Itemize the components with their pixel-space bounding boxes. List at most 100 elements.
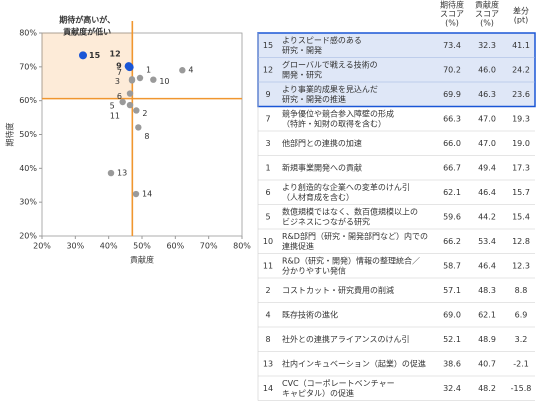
row-label: 開発・研究 xyxy=(282,69,322,79)
table-header: 期待度 xyxy=(440,0,464,10)
table-header: (%) xyxy=(445,19,459,28)
cell-expect: 57.1 xyxy=(443,286,461,295)
point-label: 4 xyxy=(188,66,193,75)
point-label: 9 xyxy=(116,62,122,71)
y-tick-label: 30% xyxy=(19,198,37,207)
cell-contrib: 49.4 xyxy=(478,163,496,172)
row-label: よりスピード感のある xyxy=(282,35,362,45)
row-label: より創造的な企業への変革のけん引 xyxy=(282,182,410,192)
x-tick-label: 50% xyxy=(133,242,151,251)
row-label: より事業的成果を見込んだ xyxy=(282,84,378,94)
row-id: 13 xyxy=(263,359,273,368)
row-label: コストカット・研究費用の削減 xyxy=(282,285,394,295)
table-header: スコア xyxy=(440,10,464,19)
y-tick-label: 80% xyxy=(19,29,37,38)
zone xyxy=(41,32,133,99)
cell-diff: 24.2 xyxy=(512,65,530,74)
point-label: 10 xyxy=(159,77,169,86)
cell-contrib: 46.4 xyxy=(478,261,496,270)
cell-diff: 12.8 xyxy=(512,237,530,246)
cell-expect: 62.1 xyxy=(443,188,461,197)
row-id: 10 xyxy=(263,237,273,246)
row-id: 5 xyxy=(265,212,270,221)
cell-contrib: 46.0 xyxy=(478,65,496,74)
point-label: 14 xyxy=(142,190,152,199)
point-label: 8 xyxy=(144,132,149,141)
point xyxy=(132,190,140,198)
point-label: 1 xyxy=(146,65,151,74)
cell-expect: 32.4 xyxy=(443,384,461,393)
point xyxy=(136,74,144,82)
point xyxy=(107,169,115,177)
row-id: 1 xyxy=(265,163,270,172)
row-id: 8 xyxy=(265,335,270,344)
point-label: 11 xyxy=(110,112,120,121)
row-id: 3 xyxy=(265,139,270,148)
annotation: 期待が高いが、 xyxy=(59,15,115,25)
point xyxy=(179,67,186,74)
point xyxy=(119,98,126,106)
cell-expect: 58.7 xyxy=(443,261,461,270)
cell-diff: 15.7 xyxy=(512,188,530,197)
cell-expect: 66.7 xyxy=(443,163,461,172)
row-label: 他部門との連携の加速 xyxy=(282,138,362,148)
cell-expect: 70.2 xyxy=(443,65,461,74)
cell-diff: -2.1 xyxy=(513,359,529,368)
cell-expect: 66.3 xyxy=(443,114,461,123)
table-header: スコア xyxy=(475,10,499,19)
point xyxy=(126,90,134,97)
row-label: 研究・開発の推進 xyxy=(282,94,346,104)
cell-contrib: 47.0 xyxy=(478,114,496,123)
cell-diff: 15.4 xyxy=(512,212,530,221)
cell-diff: 3.2 xyxy=(515,335,528,344)
cell-diff: 6.9 xyxy=(515,310,528,319)
x-tick-label: 30% xyxy=(66,242,84,251)
row-id: 7 xyxy=(265,114,270,123)
cell-contrib: 47.0 xyxy=(478,139,496,148)
row-label: 社内インキュベーション（起業）の促進 xyxy=(282,358,426,368)
table-header: (%) xyxy=(480,19,494,28)
cell-contrib: 44.2 xyxy=(478,212,496,221)
row-label: 既存技術の進化 xyxy=(282,309,338,319)
table-header: (pt) xyxy=(514,16,528,25)
row-label: 数億規模ではなく、数百億規模以上の xyxy=(282,206,418,216)
row-label: R&D（研究・開発）情報の整理統合／ xyxy=(282,255,420,265)
y-tick-label: 70% xyxy=(19,62,37,71)
cell-expect: 73.4 xyxy=(443,41,461,50)
cell-diff: 19.0 xyxy=(512,139,530,148)
row-id: 9 xyxy=(265,90,270,99)
point xyxy=(126,101,134,109)
point-label: 6 xyxy=(117,92,122,101)
point xyxy=(79,51,87,60)
annotation: 貢献度が低い xyxy=(63,27,111,37)
point-label: 12 xyxy=(110,50,121,59)
x-tick-label: 70% xyxy=(200,242,218,251)
point xyxy=(150,76,157,83)
row-id: 2 xyxy=(265,286,270,295)
cell-diff: 23.6 xyxy=(512,90,530,99)
cell-diff: 12.3 xyxy=(512,261,530,270)
cell-contrib: 46.4 xyxy=(478,188,496,197)
cell-contrib: 53.4 xyxy=(478,237,496,246)
cell-diff: 8.8 xyxy=(515,286,528,295)
cell-diff: 17.3 xyxy=(512,163,530,172)
cell-contrib: 62.1 xyxy=(478,310,496,319)
y-tick-label: 20% xyxy=(19,232,37,241)
point-label: 2 xyxy=(142,109,147,118)
row-id: 12 xyxy=(263,65,273,74)
x-tick-label: 80% xyxy=(233,242,251,251)
table-header: 差分 xyxy=(513,6,529,16)
x-tick-label: 40% xyxy=(100,242,118,251)
x-tick-label: 20% xyxy=(33,242,51,251)
y-tick-label: 60% xyxy=(19,96,37,105)
point-label: 3 xyxy=(115,77,120,86)
row-label: 社外との連携アライアンスのけん引 xyxy=(282,334,409,344)
row-label: 分かりやすい発信 xyxy=(282,265,346,275)
point xyxy=(133,107,140,114)
cell-diff: -15.8 xyxy=(511,384,532,393)
cell-contrib: 48.2 xyxy=(478,384,496,393)
cell-diff: 19.3 xyxy=(512,114,530,123)
row-label: 研究・開発 xyxy=(282,45,322,55)
cell-expect: 38.6 xyxy=(443,359,461,368)
